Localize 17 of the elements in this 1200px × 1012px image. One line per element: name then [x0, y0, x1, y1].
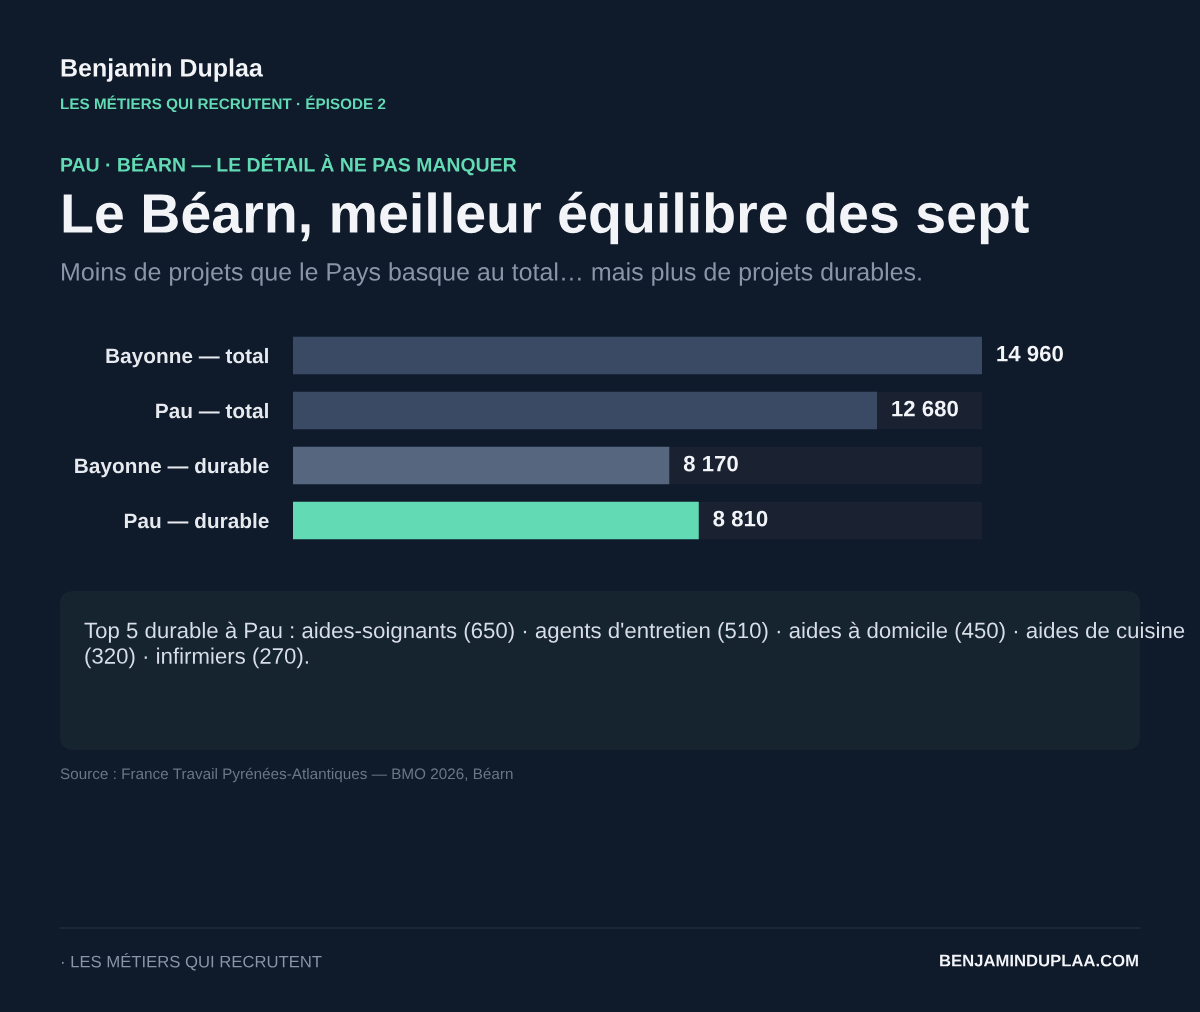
text: BENJAMINDUPLAA.COM [940, 954, 1138, 967]
text: PAU · BÉARN — LE DÉTAIL À NE PAS MANQUER [61, 154, 517, 176]
data-label: 12 680 [892, 400, 958, 417]
text: LES MÉTIERS QUI RECRUTENT · ÉPISODE 2 [61, 95, 386, 113]
data-label: 14 960 [997, 345, 1063, 362]
text: Benjamin Duplaa [61, 58, 263, 82]
y-tick-label: Pau — durable [124, 512, 269, 529]
text: · LES MÉTIERS QUI RECRUTENT [61, 952, 322, 971]
chart-title: Le Béarn, meilleur équilibre des sept [63, 191, 1029, 245]
data-label: 8 810 [713, 510, 768, 527]
data-label: 8 170 [683, 455, 738, 472]
chart-subtitle: Moins de projets que le Pays basque au total… mais plus de projets durables. [62, 262, 921, 286]
y-tick-label: Bayonne — durable [75, 457, 269, 478]
source-note: Source : France Travail Pyrénées-Atlantiques — BMO 2026, Béarn [60, 767, 513, 783]
y-tick-label: Pau — total [156, 402, 268, 419]
y-tick-label: Bayonne — total [106, 347, 268, 368]
text: Top 5 durable à Pau : aides-soignants (650) · agents d'entretien (510) · aides à domicile (450) · aides de cuisine (320) · infirmiers (270). [84, 621, 1185, 669]
